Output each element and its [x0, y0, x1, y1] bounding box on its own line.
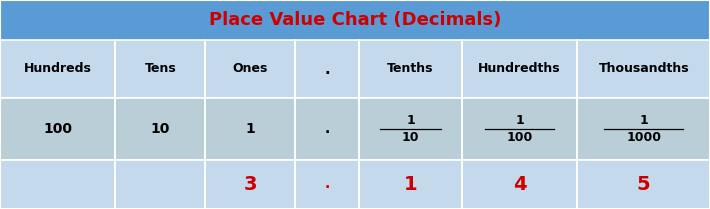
Text: .: . — [324, 122, 330, 136]
FancyBboxPatch shape — [0, 40, 710, 98]
Text: 5: 5 — [637, 175, 650, 194]
Text: Ones: Ones — [232, 62, 268, 75]
Bar — [577, 40, 710, 98]
Text: Tens: Tens — [145, 62, 176, 75]
FancyBboxPatch shape — [0, 98, 710, 160]
Bar — [577, 160, 710, 209]
Bar — [205, 40, 295, 98]
Text: Hundredths: Hundredths — [479, 62, 561, 75]
Text: 1000: 1000 — [626, 131, 661, 144]
Bar — [577, 98, 710, 160]
Bar — [359, 40, 462, 98]
Text: .: . — [324, 61, 330, 76]
Text: 10: 10 — [151, 122, 170, 136]
Bar — [359, 98, 462, 160]
Text: 100: 100 — [43, 122, 72, 136]
Bar — [462, 40, 577, 98]
Text: 3: 3 — [244, 175, 257, 194]
Text: 100: 100 — [506, 131, 532, 144]
Bar — [116, 98, 205, 160]
Text: 1: 1 — [406, 114, 415, 127]
Bar — [462, 160, 577, 209]
Bar — [295, 160, 359, 209]
Bar — [295, 98, 359, 160]
Text: Hundreds: Hundreds — [24, 62, 92, 75]
Bar — [116, 160, 205, 209]
Text: Tenths: Tenths — [388, 62, 434, 75]
Bar — [205, 98, 295, 160]
Text: 1: 1 — [404, 175, 417, 194]
Text: .: . — [324, 177, 330, 191]
Bar — [0, 40, 116, 98]
Bar — [295, 40, 359, 98]
Text: 1: 1 — [515, 114, 524, 127]
FancyBboxPatch shape — [0, 0, 710, 40]
Text: 1: 1 — [246, 122, 255, 136]
Bar — [359, 160, 462, 209]
Text: 1: 1 — [639, 114, 648, 127]
Text: 4: 4 — [513, 175, 527, 194]
Bar — [116, 40, 205, 98]
FancyBboxPatch shape — [0, 160, 710, 209]
Bar — [205, 160, 295, 209]
Text: Place Value Chart (Decimals): Place Value Chart (Decimals) — [209, 11, 501, 29]
Bar — [462, 98, 577, 160]
Bar — [0, 160, 116, 209]
Text: 10: 10 — [402, 131, 420, 144]
Text: Thousandths: Thousandths — [599, 62, 689, 75]
Bar — [0, 98, 116, 160]
